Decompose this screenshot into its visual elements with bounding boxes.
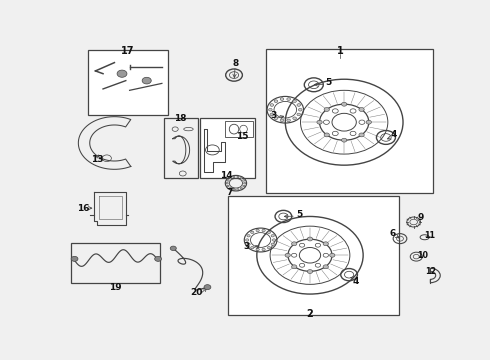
Text: 1: 1 bbox=[337, 46, 344, 56]
Circle shape bbox=[269, 108, 272, 111]
Text: 16: 16 bbox=[77, 204, 90, 213]
Circle shape bbox=[298, 108, 302, 111]
Text: 4: 4 bbox=[353, 276, 359, 285]
Circle shape bbox=[240, 188, 243, 189]
Circle shape bbox=[244, 183, 245, 184]
Circle shape bbox=[287, 119, 291, 122]
Circle shape bbox=[237, 189, 239, 190]
Bar bbox=[164, 118, 198, 177]
Circle shape bbox=[142, 77, 151, 84]
Text: 5: 5 bbox=[325, 78, 332, 87]
Circle shape bbox=[330, 253, 335, 257]
Circle shape bbox=[233, 176, 235, 178]
Circle shape bbox=[323, 265, 328, 269]
Circle shape bbox=[247, 243, 250, 246]
Circle shape bbox=[270, 113, 273, 116]
Circle shape bbox=[307, 237, 313, 241]
Circle shape bbox=[292, 265, 297, 269]
Bar bbox=[71, 243, 160, 283]
Circle shape bbox=[342, 102, 347, 106]
Text: 14: 14 bbox=[220, 171, 233, 180]
Circle shape bbox=[256, 248, 259, 251]
Text: 19: 19 bbox=[109, 283, 122, 292]
Circle shape bbox=[240, 177, 243, 179]
Circle shape bbox=[274, 100, 278, 103]
Circle shape bbox=[280, 119, 284, 122]
Circle shape bbox=[229, 177, 232, 179]
Circle shape bbox=[245, 239, 249, 241]
Circle shape bbox=[270, 104, 273, 106]
Text: 10: 10 bbox=[417, 251, 428, 260]
Text: 9: 9 bbox=[417, 213, 424, 222]
Circle shape bbox=[297, 104, 300, 106]
Circle shape bbox=[293, 117, 296, 120]
Text: 5: 5 bbox=[296, 210, 302, 219]
Circle shape bbox=[243, 180, 245, 181]
Circle shape bbox=[204, 285, 211, 290]
Circle shape bbox=[280, 98, 284, 100]
Text: 15: 15 bbox=[237, 132, 249, 141]
Circle shape bbox=[117, 70, 127, 77]
Text: 6: 6 bbox=[389, 229, 395, 238]
Circle shape bbox=[256, 229, 259, 232]
Circle shape bbox=[292, 242, 297, 246]
Circle shape bbox=[271, 243, 274, 246]
Circle shape bbox=[243, 185, 245, 187]
Circle shape bbox=[233, 189, 235, 190]
Circle shape bbox=[237, 176, 239, 178]
Circle shape bbox=[366, 120, 371, 124]
Text: 17: 17 bbox=[121, 46, 134, 56]
Bar bbox=[200, 118, 255, 177]
Bar bbox=[267, 49, 434, 193]
Circle shape bbox=[359, 108, 364, 112]
Text: 13: 13 bbox=[91, 155, 103, 164]
Text: 8: 8 bbox=[232, 59, 238, 68]
Circle shape bbox=[251, 247, 254, 249]
Circle shape bbox=[247, 235, 250, 237]
Circle shape bbox=[271, 235, 274, 237]
Text: 11: 11 bbox=[424, 231, 435, 240]
Circle shape bbox=[226, 183, 228, 184]
Text: 4: 4 bbox=[391, 130, 397, 139]
Circle shape bbox=[287, 98, 291, 100]
Circle shape bbox=[268, 231, 270, 234]
Text: 2: 2 bbox=[307, 309, 314, 319]
Bar bbox=[88, 50, 168, 115]
Circle shape bbox=[324, 133, 329, 137]
Circle shape bbox=[324, 108, 329, 112]
Text: 7: 7 bbox=[226, 188, 233, 197]
Circle shape bbox=[227, 185, 229, 187]
Circle shape bbox=[342, 138, 347, 142]
Text: 12: 12 bbox=[425, 267, 437, 276]
Circle shape bbox=[170, 246, 176, 251]
Bar bbox=[224, 121, 253, 138]
Circle shape bbox=[307, 270, 313, 274]
Circle shape bbox=[272, 239, 276, 241]
Circle shape bbox=[229, 188, 232, 189]
Circle shape bbox=[285, 253, 291, 257]
Text: 20: 20 bbox=[191, 288, 203, 297]
Circle shape bbox=[251, 231, 254, 234]
Text: 3: 3 bbox=[244, 242, 250, 251]
Circle shape bbox=[268, 247, 270, 249]
Circle shape bbox=[71, 256, 78, 261]
Circle shape bbox=[317, 120, 322, 124]
Circle shape bbox=[227, 180, 229, 181]
Bar bbox=[228, 195, 399, 315]
Circle shape bbox=[262, 248, 265, 251]
Circle shape bbox=[297, 113, 300, 116]
Text: 18: 18 bbox=[174, 114, 187, 123]
Text: 3: 3 bbox=[270, 111, 276, 120]
Circle shape bbox=[323, 242, 328, 246]
Circle shape bbox=[359, 133, 364, 137]
Circle shape bbox=[274, 117, 278, 120]
Circle shape bbox=[155, 256, 162, 261]
Circle shape bbox=[262, 229, 265, 232]
Circle shape bbox=[293, 100, 296, 103]
